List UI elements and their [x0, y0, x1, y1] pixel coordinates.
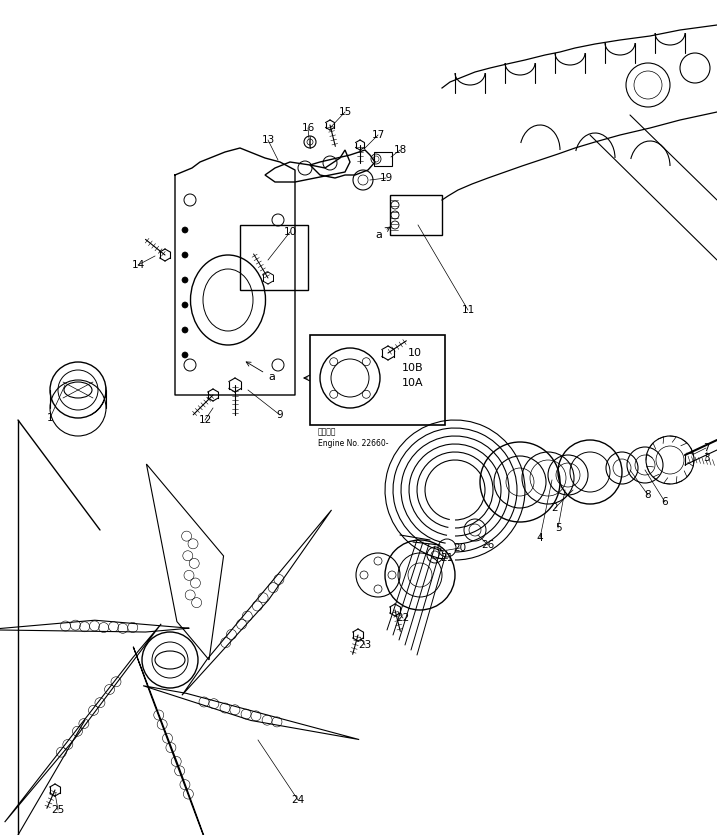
Text: 17: 17 [371, 130, 384, 140]
Bar [310, 335, 445, 425]
Circle shape [182, 252, 188, 258]
Text: Engine No. 22660-: Engine No. 22660- [318, 438, 389, 448]
Text: 10: 10 [408, 348, 422, 358]
Text: a: a [246, 362, 275, 382]
Circle shape [182, 302, 188, 308]
Circle shape [182, 227, 188, 233]
Text: 10B: 10B [402, 363, 424, 373]
Text: 26: 26 [481, 540, 495, 550]
Text: 25: 25 [52, 805, 65, 815]
Text: 4: 4 [537, 533, 543, 543]
Text: 11: 11 [461, 305, 475, 315]
Circle shape [182, 327, 188, 333]
Circle shape [182, 352, 188, 358]
Text: 19: 19 [379, 173, 393, 183]
Text: 16: 16 [301, 123, 315, 133]
Text: 21: 21 [440, 553, 454, 563]
Text: 9: 9 [277, 410, 283, 420]
Text: 6: 6 [662, 497, 668, 507]
Text: 3: 3 [703, 453, 709, 463]
Text: a: a [375, 227, 390, 240]
Bar [374, 152, 392, 166]
Text: 5: 5 [555, 523, 561, 533]
Circle shape [182, 277, 188, 283]
Text: 22: 22 [397, 613, 409, 623]
Text: 20: 20 [453, 543, 467, 553]
Text: 10A: 10A [402, 378, 424, 388]
Text: 2: 2 [551, 503, 559, 513]
Bar [390, 195, 442, 235]
Text: 23: 23 [358, 640, 371, 650]
Text: 12: 12 [199, 415, 212, 425]
Text: 13: 13 [262, 135, 275, 145]
Text: 14: 14 [131, 260, 145, 270]
Text: 24: 24 [291, 795, 305, 805]
Bar [240, 225, 308, 290]
Text: 通用号码: 通用号码 [318, 428, 336, 437]
Text: 1: 1 [47, 413, 53, 423]
Text: 10: 10 [283, 227, 297, 237]
Text: 18: 18 [394, 145, 407, 155]
Text: 8: 8 [645, 490, 651, 500]
Text: 7: 7 [703, 443, 709, 453]
Text: 15: 15 [338, 107, 351, 117]
